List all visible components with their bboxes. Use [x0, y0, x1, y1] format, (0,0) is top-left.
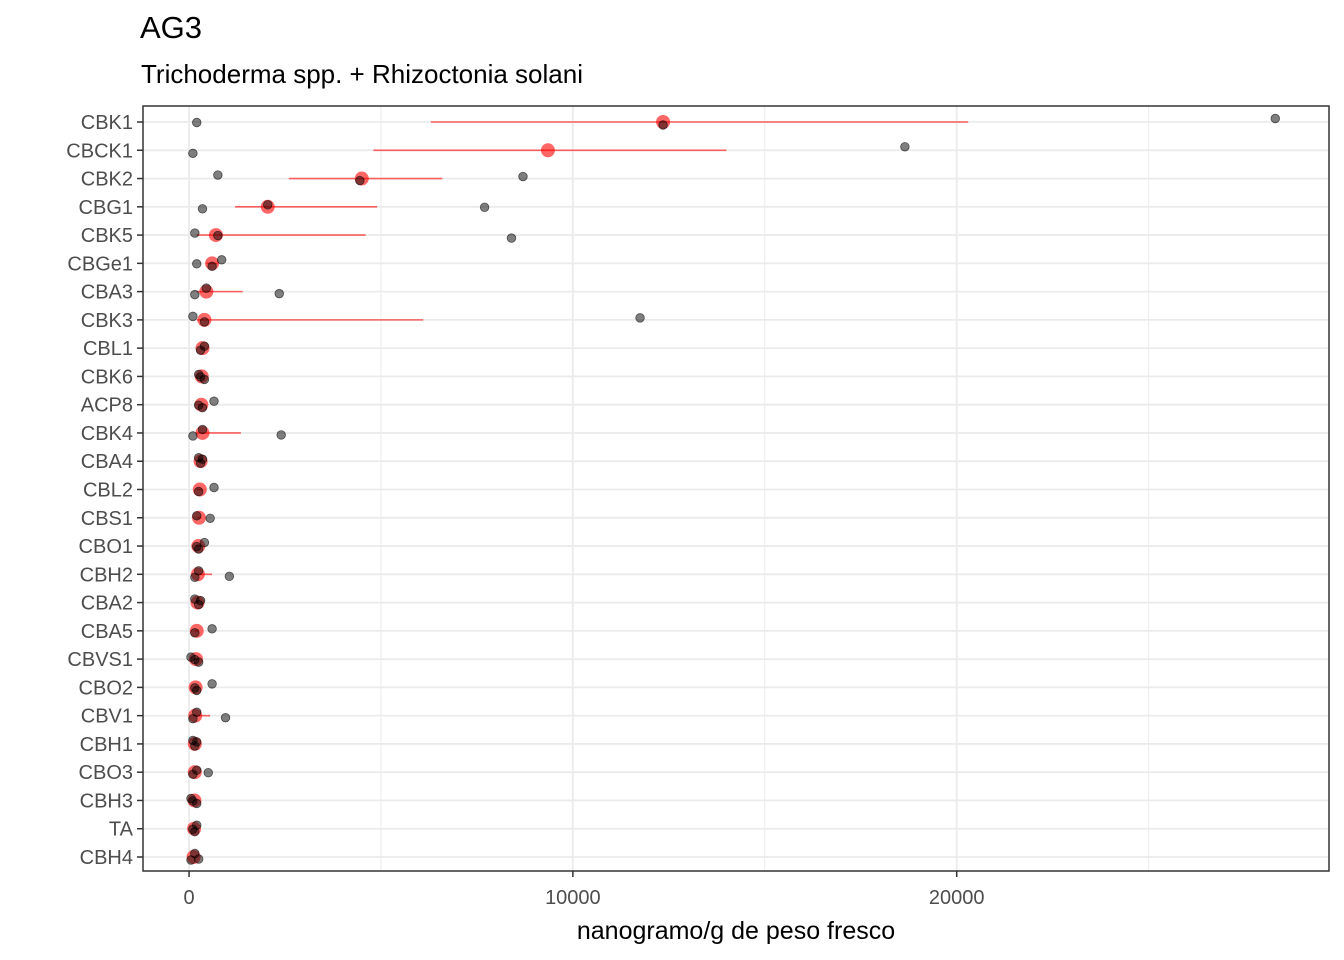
data-point [188, 311, 198, 322]
data-point [195, 595, 206, 606]
y-tick-label: CBH3 [80, 790, 133, 812]
y-tick-label: CBV1 [81, 706, 133, 728]
data-point [199, 317, 210, 327]
y-tick-label: CBS1 [81, 508, 133, 530]
x-tick-label: 20000 [929, 887, 985, 909]
y-tick-label: CBCK1 [66, 140, 133, 162]
y-tick-label: CBA3 [81, 282, 133, 304]
y-tick-label: CBO2 [79, 677, 133, 699]
chart-title: AG3 [140, 10, 203, 45]
data-point [192, 685, 202, 696]
data-point [193, 854, 204, 864]
y-tick-label: CBA2 [81, 593, 133, 615]
data-point [900, 142, 910, 152]
data-point [213, 230, 223, 241]
x-tick-label: 10000 [545, 887, 601, 909]
y-tick-label: CBA4 [81, 451, 133, 473]
data-point [192, 117, 202, 128]
data-point [199, 374, 210, 385]
y-tick-label: CBL1 [83, 338, 133, 360]
data-point [192, 820, 202, 830]
data-point [205, 513, 215, 523]
data-point [192, 765, 202, 775]
data-point [193, 486, 204, 497]
data-point [276, 430, 286, 440]
data-point [192, 798, 202, 809]
y-tick-label: TA [109, 819, 134, 841]
x-tick-label: 0 [183, 887, 194, 909]
chart-subtitle: Trichoderma spp. + Rhizoctonia solani [141, 59, 583, 89]
y-tick-label: CBH4 [80, 847, 133, 869]
data-point [220, 712, 231, 723]
y-tick-label: CBO1 [79, 536, 133, 558]
y-tick-label: CBVS1 [67, 649, 133, 671]
y-tick-label: CBK5 [81, 225, 133, 247]
data-point [190, 628, 200, 638]
y-tick-label: CBK2 [81, 169, 133, 191]
plot-panel: CBK1 CBCK1 CBK2 CBG1 CBK5 CBGe1 CBA3 CBK3 CBL1 CB… [66, 105, 1330, 945]
data-point [207, 679, 217, 689]
data-point [518, 171, 528, 182]
y-tick-label: CBL2 [83, 480, 133, 502]
y-tick-label: CBK6 [81, 366, 133, 388]
data-point [192, 707, 202, 717]
data-point [635, 313, 645, 323]
data-point [209, 482, 219, 493]
data-point [355, 175, 365, 186]
data-point [209, 396, 219, 406]
data-point [193, 566, 204, 576]
panel-border [142, 105, 1330, 872]
y-tick-label: CBK4 [81, 423, 133, 445]
data-point [192, 259, 202, 269]
data-point [207, 624, 217, 634]
y-tick-label: CBO3 [79, 762, 133, 784]
y-tick-label: CBA5 [81, 621, 133, 643]
data-point [197, 204, 208, 214]
mean-point [540, 143, 555, 158]
data-point [192, 737, 202, 747]
data-point [213, 170, 223, 180]
data-point [274, 288, 284, 299]
data-point [190, 289, 200, 300]
y-tick-label: CBK1 [81, 112, 133, 134]
data-point [190, 228, 200, 238]
data-point [188, 431, 198, 441]
data-point [199, 341, 210, 351]
x-axis-title: nanogramo/g de peso fresco [577, 917, 895, 945]
y-tick-label: CBK3 [81, 310, 133, 332]
y-tick-label: CBG1 [79, 197, 133, 219]
data-point [263, 200, 273, 210]
data-point [1270, 113, 1280, 124]
data-point [197, 454, 208, 464]
y-tick-label: CBH1 [80, 734, 133, 756]
y-tick-label: CBGe1 [67, 253, 133, 275]
data-point [207, 261, 217, 272]
data-point [188, 148, 198, 158]
data-point [199, 537, 210, 548]
y-tick-label: CBH2 [80, 564, 133, 586]
data-point [193, 657, 204, 667]
data-point [658, 120, 668, 130]
data-point [197, 402, 208, 413]
data-point [197, 424, 208, 435]
data-point [201, 283, 212, 293]
data-point [224, 571, 235, 582]
data-point [193, 544, 204, 554]
data-point [479, 202, 490, 213]
data-point [216, 255, 227, 265]
data-point [203, 767, 213, 778]
data-point [506, 233, 517, 243]
data-point [192, 511, 202, 521]
y-tick-label: ACP8 [81, 395, 133, 417]
